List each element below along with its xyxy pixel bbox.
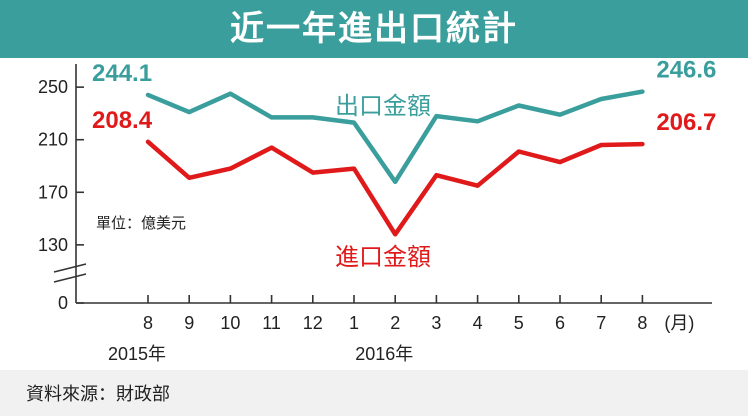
x-tick-label: 3 bbox=[431, 313, 441, 333]
unit-note: 單位：億美元 bbox=[96, 215, 186, 232]
x-unit-label: (月) bbox=[664, 313, 694, 333]
axis-break-mark bbox=[53, 273, 87, 283]
series-name-label: 出口金額 bbox=[335, 93, 431, 120]
start-value-label: 208.4 bbox=[92, 107, 153, 134]
x-tick-label: 6 bbox=[555, 313, 565, 333]
year-label: 2016年 bbox=[355, 344, 413, 364]
series-name-label: 進口金額 bbox=[335, 244, 431, 271]
x-tick-label: 4 bbox=[473, 313, 483, 333]
y-tick-label: 210 bbox=[38, 130, 68, 150]
x-tick-label: 7 bbox=[596, 313, 606, 333]
x-tick-label: 8 bbox=[143, 313, 153, 333]
x-tick-label: 1 bbox=[349, 313, 359, 333]
series-line-1 bbox=[145, 139, 645, 237]
y-tick-label: 130 bbox=[38, 235, 68, 255]
axis-break-mark bbox=[53, 263, 87, 273]
year-label: 2015年 bbox=[108, 344, 166, 364]
end-value-label: 206.7 bbox=[656, 109, 716, 136]
title-banner bbox=[0, 0, 748, 58]
y-tick-label: 0 bbox=[58, 293, 68, 313]
x-tick-label: 11 bbox=[262, 313, 281, 333]
series-line-0 bbox=[145, 89, 645, 185]
start-value-label: 244.1 bbox=[92, 60, 152, 87]
x-tick-label: 12 bbox=[303, 313, 323, 333]
x-tick-label: 9 bbox=[184, 313, 194, 333]
page-title: 近一年進出口統計 bbox=[230, 9, 518, 49]
y-tick-label: 170 bbox=[38, 182, 68, 202]
x-tick-label: 5 bbox=[514, 313, 524, 333]
end-value-label: 246.6 bbox=[656, 58, 716, 84]
footer-bar bbox=[0, 370, 748, 416]
y-tick-label: 250 bbox=[38, 77, 68, 97]
x-tick-label: 10 bbox=[220, 313, 240, 333]
x-tick-label: 2 bbox=[390, 313, 400, 333]
x-tick-label: 8 bbox=[637, 313, 647, 333]
source-note: 資料來源：財政部 bbox=[26, 384, 170, 405]
